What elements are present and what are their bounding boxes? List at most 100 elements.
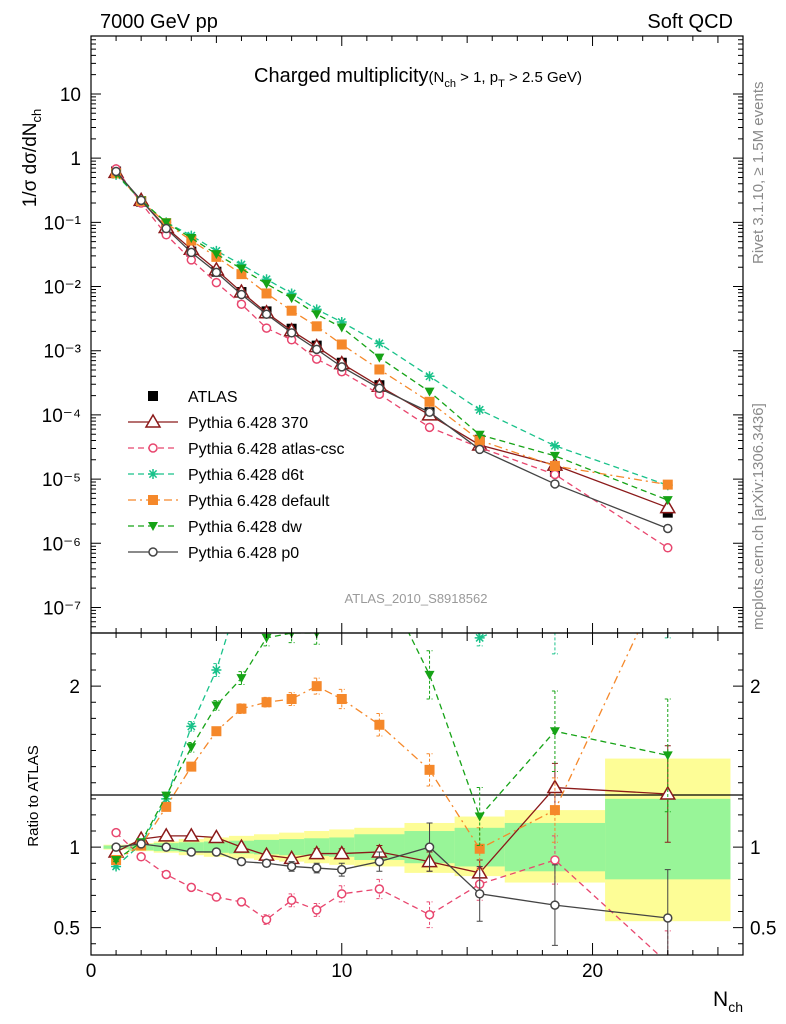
ratio-point	[336, 694, 347, 705]
legend-label: Pythia 6.428 atlas-csc	[188, 441, 345, 458]
data-point	[374, 383, 385, 394]
ratio-line	[115, 633, 639, 861]
main-y-axis-label: 1/σ dσ/dNch	[20, 109, 44, 207]
data-point	[424, 396, 435, 407]
error-bar	[263, 633, 270, 647]
legend-item-pythia-6-428-d6t: Pythia 6.428 d6t	[128, 467, 304, 484]
x-axis-label: Nch	[713, 988, 743, 1015]
ratio-point	[550, 855, 560, 865]
legend-item-pythia-6-428-default: Pythia 6.428 default	[128, 493, 330, 510]
ratio-point	[374, 569, 384, 578]
data-point	[236, 264, 247, 274]
legend-marker	[148, 547, 158, 557]
main-panel: 10 1 10⁻¹ 10⁻² 10⁻³ 10⁻⁴ 10⁻⁵ 10⁻⁶ 10⁻⁷ 1/σ dσ/d…	[20, 35, 744, 634]
data-point	[424, 422, 435, 433]
data-point	[211, 250, 222, 260]
error-bar	[338, 885, 345, 903]
ratio-point	[311, 863, 322, 873]
data-point	[336, 317, 347, 328]
data-point	[261, 274, 272, 285]
data-point	[161, 223, 171, 234]
y-tick-label: 10⁻⁵	[42, 470, 81, 491]
legend-item-pythia-6-428-370: Pythia 6.428 370	[128, 413, 308, 432]
ratio-point	[286, 861, 297, 872]
data-point	[424, 407, 435, 417]
ratio-point	[550, 601, 560, 611]
data-point	[186, 234, 197, 244]
data-point	[286, 294, 297, 304]
ratio-point	[659, 785, 677, 800]
ratio-point	[474, 812, 485, 822]
x-tick-label: 20	[582, 961, 603, 982]
ratio-series-pythia-6-428-default	[111, 633, 639, 871]
data-point	[663, 543, 673, 553]
data-point	[474, 435, 485, 446]
data-point	[286, 328, 297, 338]
ratio-point	[161, 869, 171, 880]
ratio-panel: 0.5 0.51 12 20 10 20 Ratio to ATLAS Nch	[25, 380, 777, 1015]
legend-item-pythia-6-428-dw: Pythia 6.428 dw	[128, 519, 302, 536]
ratio-tick-labels: 0.5 0.51 12 20 10 20	[54, 677, 777, 982]
legend-item-pythia-6-428-p0: Pythia 6.428 p0	[128, 545, 299, 562]
ratio-point	[424, 764, 435, 775]
data-point	[311, 310, 322, 320]
ratio-point	[663, 913, 673, 923]
ratio-point	[236, 585, 246, 595]
ratio-point	[474, 633, 485, 643]
ratio-point	[136, 839, 146, 849]
ratio-series-pythia-6-428-p0	[111, 822, 673, 955]
main-frame	[90, 35, 744, 634]
ratio-y-axis-label: Ratio to ATLAS	[25, 745, 42, 846]
data-point	[311, 321, 322, 332]
rivet-label: Rivet 3.1.10, ≥ 1.5M events	[750, 82, 767, 265]
y-tick-label: 10⁻⁷	[43, 598, 81, 619]
error-bar	[314, 380, 320, 412]
ratio-point	[663, 568, 673, 578]
y-tick-label: 10⁻⁴	[42, 406, 81, 427]
data-point	[136, 195, 146, 206]
data-point	[662, 496, 673, 506]
ratio-point	[211, 892, 222, 902]
main-axis-ticks	[90, 35, 744, 634]
data-point	[311, 304, 322, 315]
ratio-point	[111, 842, 121, 852]
ratio-series-pythia-6-428-d6t	[111, 380, 673, 872]
ratio-point	[157, 827, 175, 842]
ratio-point	[186, 743, 197, 753]
ratio-point	[186, 882, 197, 893]
ratio-point	[424, 670, 435, 680]
ratio-y-tick-label-right: 2	[750, 677, 761, 698]
data-point	[550, 469, 560, 480]
ratio-point	[286, 895, 297, 906]
ratio-point	[474, 889, 485, 899]
main-tick-marks	[90, 35, 744, 634]
data-point	[236, 259, 247, 270]
ratio-point	[183, 827, 200, 842]
main-y-tick-labels: 10 1 10⁻¹ 10⁻² 10⁻³ 10⁻⁴ 10⁻⁵ 10⁻⁶ 10⁻⁷	[42, 85, 81, 619]
mcplots-label: mcplots.cern.ch [arXiv:1306.3436]	[750, 403, 767, 630]
legend-item-atlas: ATLAS	[148, 389, 238, 406]
ratio-point	[136, 852, 146, 862]
data-point	[474, 430, 485, 440]
ratio-y-tick-label-right: 1	[750, 838, 761, 859]
ratio-point	[211, 665, 222, 676]
ratio-frame	[90, 632, 744, 956]
legend-marker	[148, 495, 158, 505]
band-stat	[178, 842, 204, 852]
data-point	[374, 353, 385, 363]
ratio-point	[311, 681, 322, 692]
ratio-point	[374, 719, 385, 730]
ratio-y-tick-label-right: 0.5	[750, 919, 776, 940]
x-tick-label: 10	[331, 961, 352, 982]
series-pythia-6-428-p0	[111, 166, 673, 534]
data-point	[261, 323, 272, 333]
ratio-point	[236, 703, 247, 714]
y-tick-label: 10⁻⁶	[42, 534, 81, 555]
data-point	[286, 288, 297, 299]
ratio-point	[111, 856, 122, 866]
ratio-y-tick-label: 1	[69, 838, 80, 859]
ratio-point	[211, 701, 222, 711]
y-tick-label: 10⁻³	[44, 342, 82, 363]
ratio-point	[286, 694, 297, 705]
data-point	[261, 279, 272, 289]
